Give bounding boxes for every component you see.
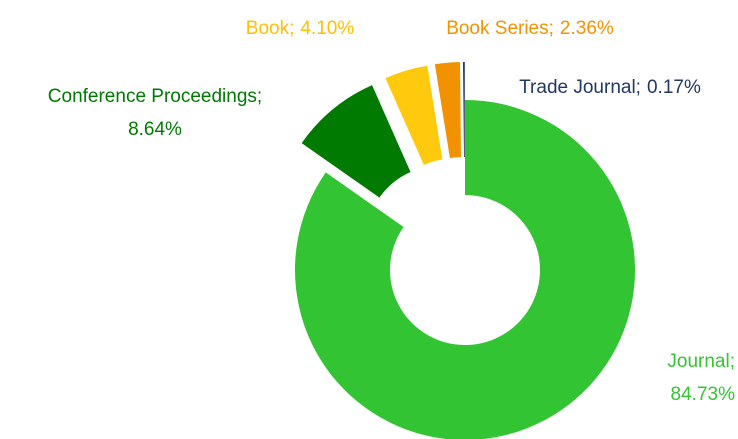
data-label: Book; 4.10% <box>246 18 355 39</box>
data-label: Conference Proceedings; 8.64% <box>48 86 262 140</box>
slice <box>434 62 461 159</box>
slice <box>462 62 465 158</box>
label-category: Trade Journal; <box>519 77 641 98</box>
slice <box>385 65 443 165</box>
slice <box>301 85 411 198</box>
label-category: Conference Proceedings; <box>48 86 262 107</box>
slice <box>295 100 635 439</box>
data-label: Trade Journal; 0.17% <box>519 77 701 98</box>
label-category: Book Series; <box>446 18 554 39</box>
label-value: 2.36% <box>560 18 614 39</box>
label-value: 0.17% <box>647 77 701 98</box>
label-category: Book; <box>246 18 295 39</box>
data-label: Journal; 84.73% <box>667 351 735 405</box>
label-value: 8.64% <box>128 119 182 140</box>
label-value: 4.10% <box>300 18 354 39</box>
label-category: Journal; <box>667 351 735 372</box>
data-label: Book Series; 2.36% <box>446 18 614 39</box>
label-value: 84.73% <box>671 384 736 405</box>
